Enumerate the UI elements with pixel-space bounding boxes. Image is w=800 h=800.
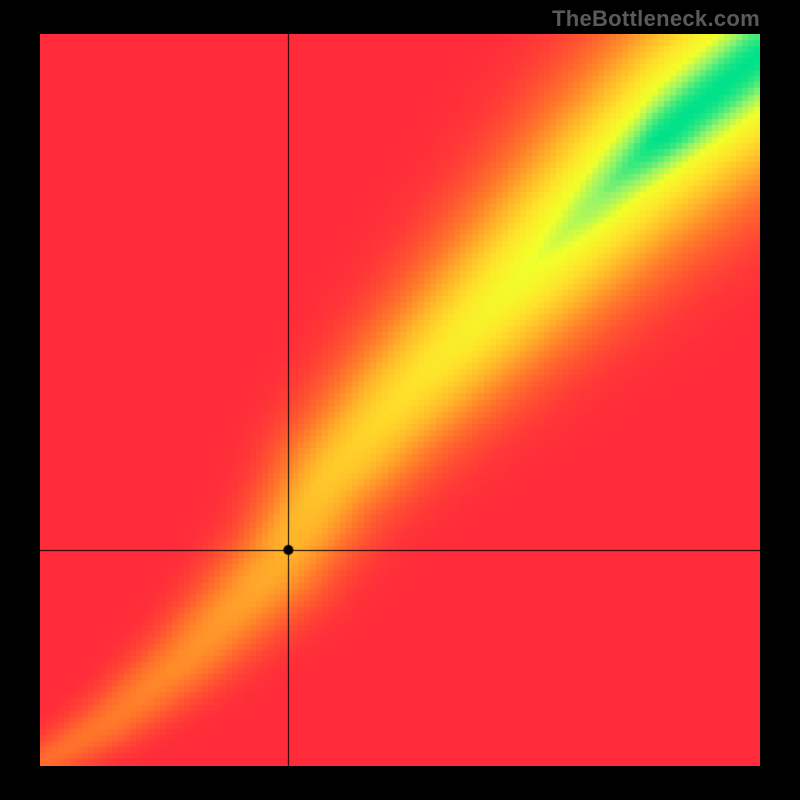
bottleneck-heatmap-canvas	[40, 34, 760, 766]
watermark-label: TheBottleneck.com	[552, 6, 760, 32]
chart-container: TheBottleneck.com	[0, 0, 800, 800]
